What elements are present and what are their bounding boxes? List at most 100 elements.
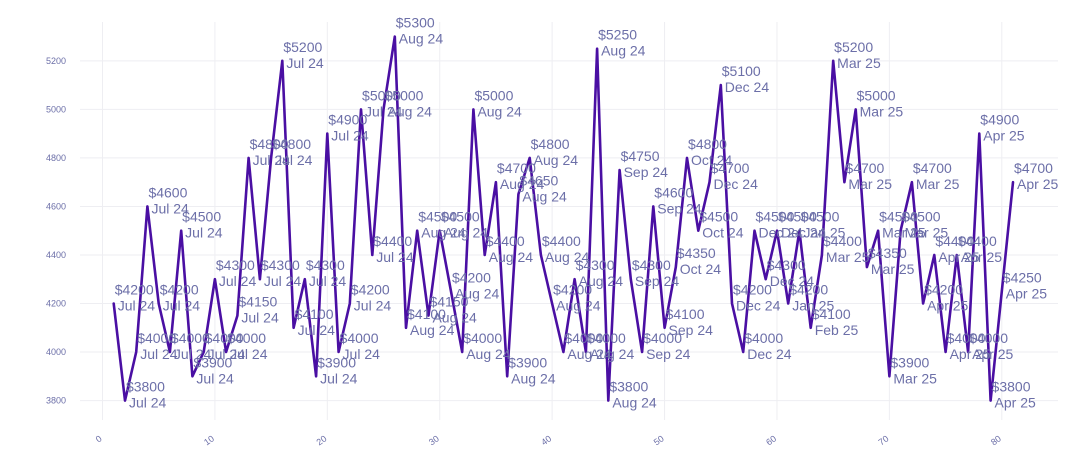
x-tick-label: 60: [764, 433, 778, 447]
data-label-date: Jul 24: [219, 273, 257, 289]
data-label-price: $4250: [1003, 269, 1042, 285]
data-label-price: $4650: [519, 172, 558, 188]
data-label-price: $3900: [193, 354, 232, 370]
data-label-price: $4200: [924, 282, 963, 298]
data-label-date: Sep 24: [657, 200, 702, 216]
y-tick-label: 4200: [46, 299, 66, 309]
data-label-price: $4000: [340, 330, 379, 346]
data-label-date: Mar 25: [826, 249, 870, 265]
data-label-price: $4200: [733, 282, 772, 298]
data-label-price: $5100: [722, 63, 761, 79]
data-label-date: Jul 24: [275, 152, 313, 168]
data-label-date: Oct 24: [680, 261, 721, 277]
data-label-price: $4100: [812, 306, 851, 322]
data-label-price: $4200: [789, 282, 828, 298]
data-label-date: Apr 25: [995, 395, 1036, 411]
data-label-price: $4500: [182, 209, 221, 225]
data-label-date: Aug 24: [601, 43, 646, 59]
data-label-price: $5200: [834, 39, 873, 55]
data-label-price: $4400: [958, 233, 997, 249]
data-label-price: $4200: [452, 269, 491, 285]
data-label-date: Jan 25: [792, 298, 834, 314]
data-label-price: $5250: [598, 27, 637, 43]
data-label-date: Aug 24: [410, 322, 455, 338]
data-label-price: $4200: [115, 282, 154, 298]
data-label-date: Aug 24: [522, 188, 567, 204]
data-label-date: Aug 24: [421, 225, 466, 241]
data-label-date: Oct 24: [691, 152, 732, 168]
data-label-price: $4200: [160, 282, 199, 298]
data-label-price: $4800: [531, 136, 570, 152]
data-label-date: Dec 24: [747, 346, 792, 362]
y-tick-label: 4600: [46, 201, 66, 211]
data-label-price: $4000: [564, 330, 603, 346]
data-label-date: Aug 24: [466, 346, 511, 362]
data-label-date: Sep 24: [646, 346, 691, 362]
y-tick-label: 4800: [46, 153, 66, 163]
data-label-price: $4100: [295, 306, 334, 322]
data-label-date: Mar 25: [882, 225, 926, 241]
data-label-price: $3800: [609, 379, 648, 395]
data-label-date: Jul 24: [253, 152, 291, 168]
data-label-date: Dec 24: [714, 176, 759, 192]
data-label-price: $4500: [902, 209, 941, 225]
data-label-price: $4700: [1014, 160, 1053, 176]
data-label-price: $3800: [992, 379, 1031, 395]
data-label-date: Jul 24: [118, 298, 156, 314]
data-label-price: $4150: [429, 294, 468, 310]
data-label-price: $4350: [868, 245, 907, 261]
data-label-date: Jul 24: [129, 395, 167, 411]
data-label-price: $5000: [385, 87, 424, 103]
data-label-price: $4400: [823, 233, 862, 249]
data-label-price: $4100: [666, 306, 705, 322]
data-label-date: Jul 24: [331, 128, 369, 144]
data-label-date: Aug 24: [500, 176, 545, 192]
data-label-date: Jul 24: [264, 273, 302, 289]
data-label-date: Dec 24: [770, 273, 815, 289]
y-tick-label: 3800: [46, 396, 66, 406]
data-label-price: $4000: [587, 330, 626, 346]
data-label-date: Apr 25: [972, 346, 1013, 362]
data-label-price: $4200: [553, 282, 592, 298]
data-label-date: Jul 24: [163, 298, 201, 314]
data-label-date: Jul 24: [320, 370, 358, 386]
data-label-price: $4900: [980, 112, 1019, 128]
data-label-price: $4600: [148, 184, 187, 200]
data-label-date: Aug 24: [477, 103, 522, 119]
data-label-date: Oct 24: [702, 225, 743, 241]
data-label-price: $4200: [351, 282, 390, 298]
x-tick-label: 80: [989, 433, 1003, 447]
data-label-date: Mar 25: [860, 103, 904, 119]
